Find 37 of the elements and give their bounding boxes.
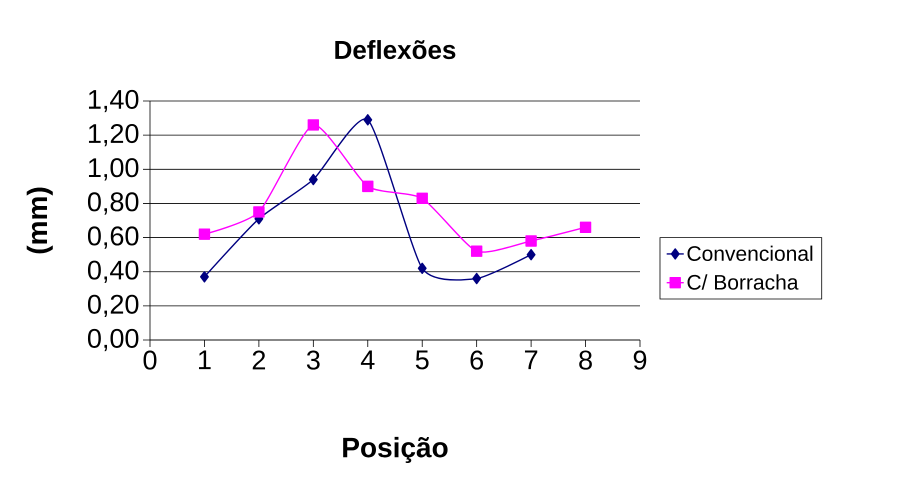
x-tick-label: 3 xyxy=(306,350,320,370)
y-tick-label: 0,20 xyxy=(88,294,138,318)
y-tick-label: 1,00 xyxy=(88,158,138,180)
x-tick-label: 8 xyxy=(579,350,592,370)
point xyxy=(362,180,374,192)
point xyxy=(308,119,320,131)
point xyxy=(472,272,482,284)
y-tick-label: 0,40 xyxy=(88,260,138,283)
y-tick-label: 1,40 xyxy=(88,90,138,112)
point xyxy=(363,114,372,126)
y-tick-label: 0,00 xyxy=(88,328,138,352)
legend-label: C/ Borracha xyxy=(688,274,798,290)
x-tick-label: 6 xyxy=(470,350,483,370)
point xyxy=(525,235,537,247)
y-tick-label: 0,80 xyxy=(88,192,138,215)
chart-title: Deflexões xyxy=(335,40,456,60)
y-tick-label: 0,60 xyxy=(88,226,138,249)
point xyxy=(308,174,318,186)
x-tick-label: 2 xyxy=(252,350,266,370)
y-tick-label: 1,20 xyxy=(88,124,138,146)
x-tick-label: 0 xyxy=(144,350,156,370)
point xyxy=(470,246,482,257)
x-tick-label: 5 xyxy=(416,350,429,370)
x-tick-label: 9 xyxy=(634,350,646,370)
point xyxy=(198,228,210,240)
x-tick-label: 4 xyxy=(360,350,374,370)
x-tick-label: 7 xyxy=(524,350,538,370)
y-axis-title: (mm) xyxy=(26,188,53,254)
point xyxy=(200,271,209,283)
point xyxy=(526,248,536,260)
point xyxy=(580,222,592,234)
point xyxy=(416,192,428,204)
legend-label: Convencional xyxy=(688,246,812,262)
x-axis-title: Posição xyxy=(343,436,448,463)
x-tick-label: 1 xyxy=(198,350,211,370)
point xyxy=(418,262,427,274)
point xyxy=(253,206,265,218)
